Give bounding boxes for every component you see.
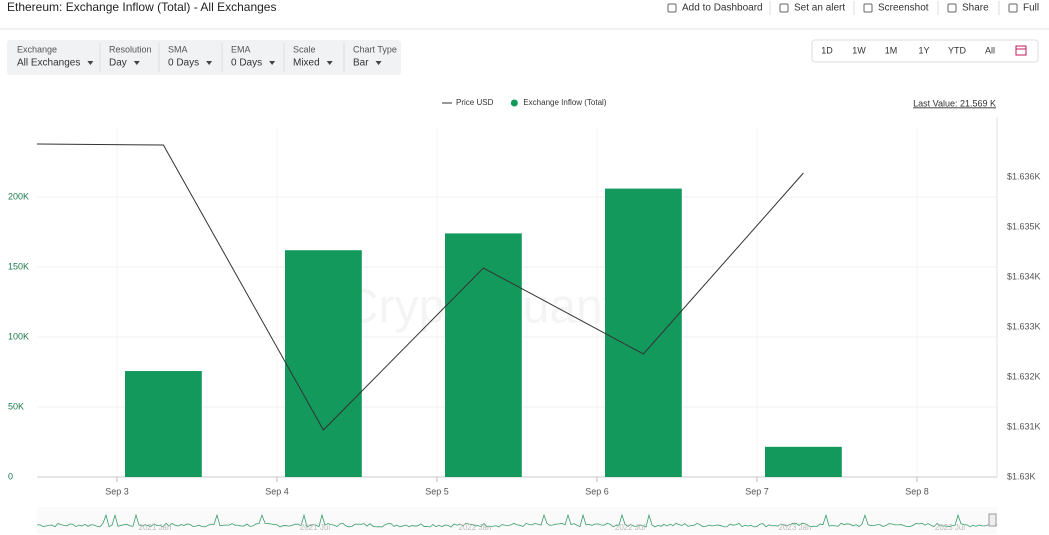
range-button[interactable]: 1Y	[918, 45, 929, 55]
y2-tick-label: $1.635K	[1007, 221, 1041, 231]
action-icon	[947, 3, 957, 13]
filter-label: Scale	[293, 44, 316, 54]
dropdown-caret	[269, 61, 276, 65]
filter-value[interactable]: 0 Days	[168, 58, 199, 69]
x-tick-label: Sep 5	[425, 486, 449, 496]
navigator-label: 2022 Jan	[459, 523, 492, 532]
navigator[interactable]	[37, 507, 997, 534]
filter-label: EMA	[231, 44, 251, 54]
filter-label: Exchange	[17, 44, 57, 54]
bar	[125, 371, 202, 477]
navigator-handle[interactable]	[988, 513, 997, 527]
dropdown-caret	[326, 61, 333, 65]
filter-value[interactable]: Mixed	[293, 58, 320, 69]
y-tick-label: 0	[8, 471, 13, 481]
y2-tick-label: $1.632K	[1007, 371, 1041, 381]
legend-swatch	[510, 99, 518, 107]
header-action[interactable]: Full	[1023, 3, 1039, 14]
navigator-label: 2021 Jan	[139, 523, 172, 532]
y-tick-label: 100K	[8, 331, 29, 341]
y2-tick-label: $1.633K	[1007, 321, 1041, 331]
y2-tick-label: $1.63K	[1007, 471, 1036, 481]
range-panel	[811, 39, 1039, 63]
range-button[interactable]: 1D	[821, 45, 833, 55]
range-button[interactable]: 1W	[852, 45, 866, 55]
header-action[interactable]: Screenshot	[878, 3, 929, 14]
y2-tick-label: $1.636K	[1007, 171, 1041, 181]
x-tick-label: Sep 8	[905, 486, 929, 496]
dropdown-caret	[133, 61, 140, 65]
bar	[445, 233, 522, 477]
navigator-label: 2023 Jan	[779, 523, 812, 532]
x-tick-label: Sep 6	[585, 486, 609, 496]
bar	[285, 250, 362, 477]
filter-label: Resolution	[109, 44, 152, 54]
x-tick-label: Sep 7	[745, 486, 769, 496]
price-line	[36, 143, 804, 431]
y-tick-label: 200K	[8, 191, 29, 201]
range-button[interactable]: 1M	[885, 45, 898, 55]
calendar-body	[1015, 45, 1027, 56]
dropdown-caret	[206, 61, 213, 65]
y-tick-label: 50K	[8, 401, 24, 411]
dropdown-caret	[375, 61, 382, 65]
filter-value[interactable]: All Exchanges	[17, 58, 80, 69]
action-icon	[779, 3, 789, 13]
y2-tick-label: $1.634K	[1007, 271, 1041, 281]
page-title: Ethereum: Exchange Inflow (Total) - All …	[7, 0, 276, 14]
bar	[605, 188, 682, 477]
legend-label: Price USD	[456, 98, 494, 107]
filter-label: Chart Type	[353, 44, 397, 54]
header-action[interactable]: Set an alert	[794, 3, 845, 14]
calendar-icon[interactable]	[1015, 45, 1027, 56]
navigator-label: 2021 Jul	[300, 523, 330, 532]
range-button[interactable]: All	[985, 45, 995, 55]
filter-value[interactable]: 0 Days	[231, 58, 262, 69]
range-button[interactable]: YTD	[948, 45, 967, 55]
y2-tick-label: $1.631K	[1007, 421, 1041, 431]
header-action[interactable]: Share	[962, 3, 989, 14]
navigator-label: 2022 Jul	[615, 523, 645, 532]
action-icon	[863, 3, 873, 13]
legend-label: Exchange Inflow (Total)	[523, 98, 606, 107]
action-icon	[1008, 3, 1018, 13]
last-value: Last Value: 21.569 K	[913, 98, 996, 108]
x-tick-label: Sep 3	[105, 486, 129, 496]
navigator-label: 2023 Jul	[935, 523, 965, 532]
filter-label: SMA	[168, 44, 188, 54]
bar	[765, 446, 842, 477]
dropdown-caret	[87, 61, 94, 65]
filter-value[interactable]: Day	[109, 58, 127, 69]
y-tick-label: 150K	[8, 261, 29, 271]
navigator-sparkline	[36, 513, 998, 528]
filter-panel	[7, 40, 401, 75]
header-action[interactable]: Add to Dashboard	[682, 3, 763, 14]
x-tick-label: Sep 4	[265, 486, 289, 496]
filter-value[interactable]: Bar	[353, 58, 369, 69]
action-icon	[667, 3, 677, 13]
